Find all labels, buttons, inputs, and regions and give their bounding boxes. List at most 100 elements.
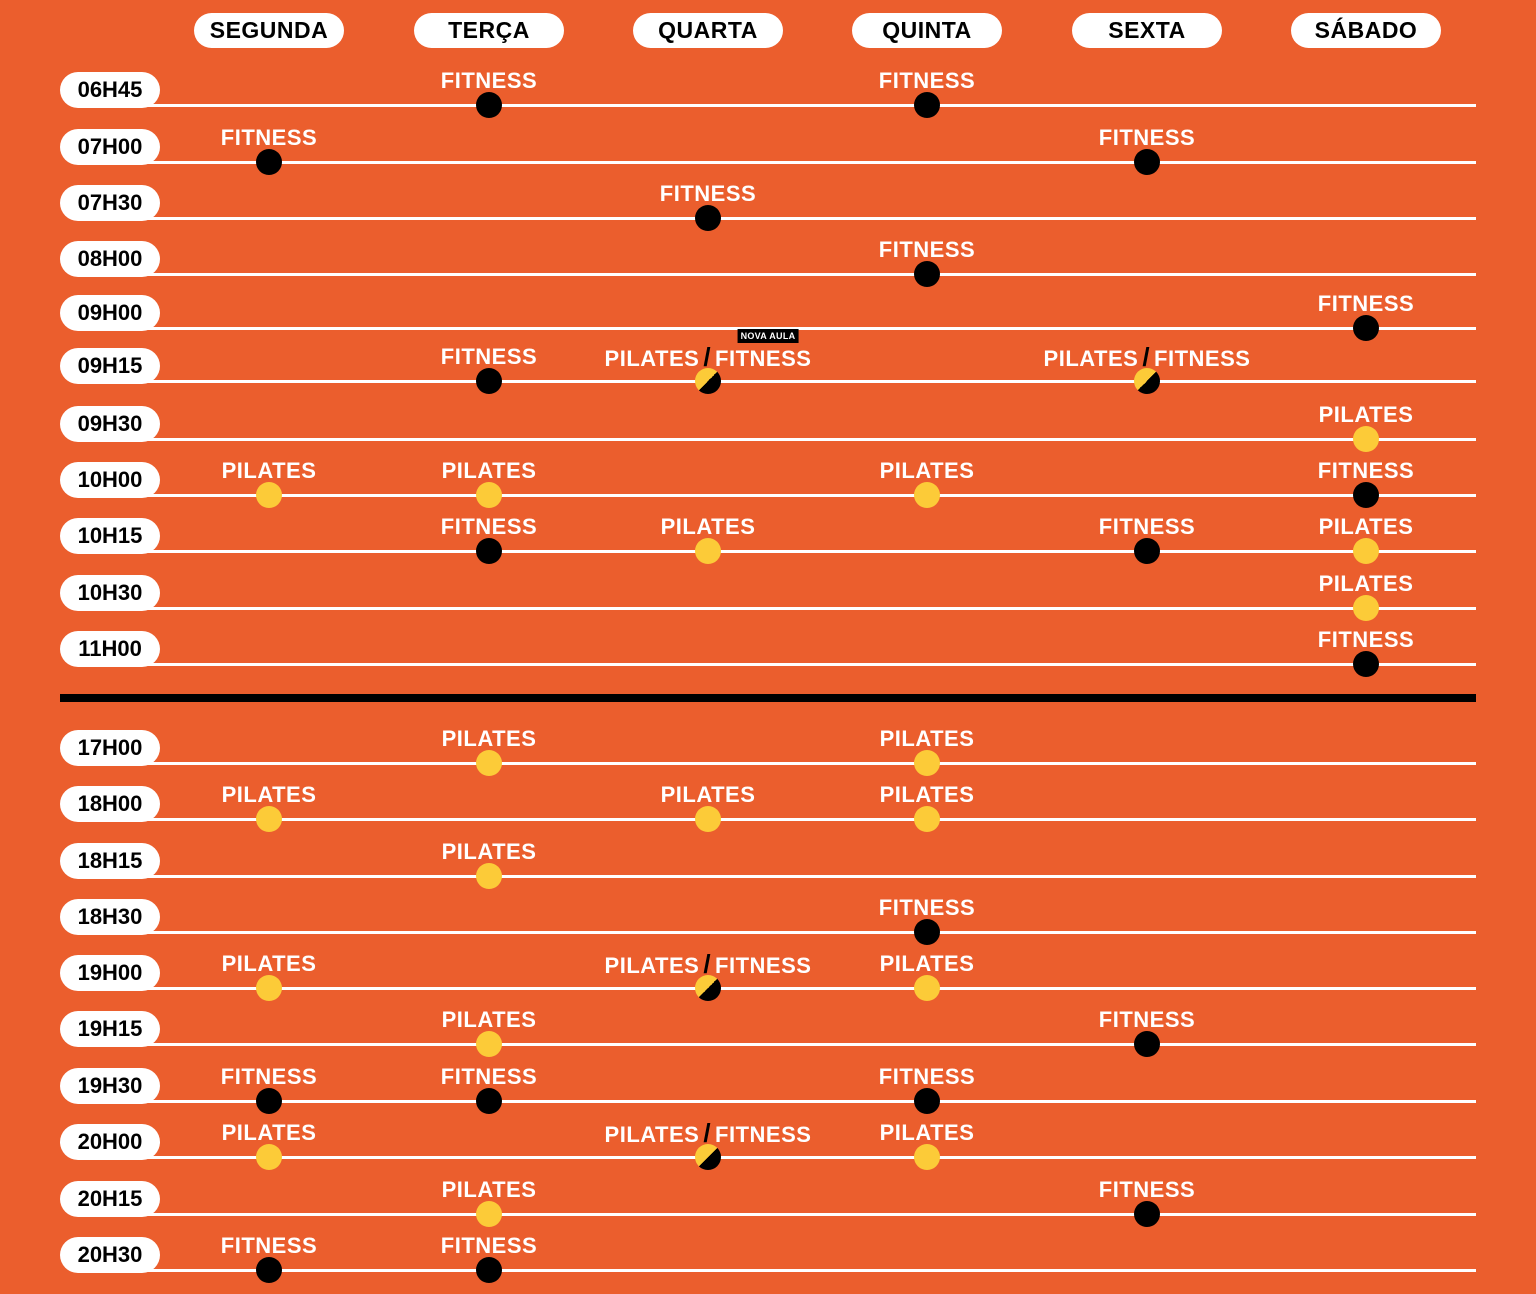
class-label: PILATES bbox=[880, 952, 975, 976]
pilates-class-dot[interactable] bbox=[914, 806, 940, 832]
day-header: SEGUNDA bbox=[194, 13, 344, 48]
class-label: FITNESS bbox=[441, 69, 537, 93]
pilates-class-dot[interactable] bbox=[1353, 538, 1379, 564]
fitness-class-dot[interactable] bbox=[695, 205, 721, 231]
class-label: FITNESS bbox=[1099, 1008, 1195, 1032]
class-name: PILATES bbox=[879, 726, 975, 751]
class-label: FITNESS bbox=[1318, 459, 1414, 483]
class-name: FITNESS bbox=[1098, 514, 1196, 539]
timeline-row-line bbox=[120, 931, 1476, 934]
pilates-class-dot[interactable] bbox=[914, 482, 940, 508]
class-name: FITNESS bbox=[1098, 1177, 1196, 1202]
fitness-class-dot[interactable] bbox=[476, 92, 502, 118]
class-name: PILATES bbox=[1318, 402, 1414, 427]
class-label: PILATES / FITNESS bbox=[1044, 344, 1251, 371]
class-name: PILATES bbox=[879, 782, 975, 807]
fitness-class-dot[interactable] bbox=[914, 261, 940, 287]
class-name: PILATES bbox=[441, 458, 537, 483]
slash-separator: / bbox=[703, 342, 712, 372]
time-slot-label: 19H00 bbox=[60, 955, 160, 991]
class-name: FITNESS bbox=[440, 68, 538, 93]
class-name: PILATES bbox=[604, 1122, 700, 1147]
pilates-class-dot[interactable] bbox=[914, 1144, 940, 1170]
fitness-class-dot[interactable] bbox=[476, 1257, 502, 1283]
class-name: FITNESS bbox=[1317, 627, 1415, 652]
class-name: PILATES bbox=[221, 951, 317, 976]
class-label: PILATES bbox=[222, 952, 317, 976]
pilates-class-dot[interactable] bbox=[476, 482, 502, 508]
fitness-class-dot[interactable] bbox=[256, 1257, 282, 1283]
pilates-class-dot[interactable] bbox=[1353, 595, 1379, 621]
pilates-class-dot[interactable] bbox=[256, 975, 282, 1001]
time-slot-label: 11H00 bbox=[60, 631, 160, 667]
pilates-class-dot[interactable] bbox=[256, 1144, 282, 1170]
fitness-class-dot[interactable] bbox=[1134, 1201, 1160, 1227]
fitness-class-dot[interactable] bbox=[914, 919, 940, 945]
fitness-class-dot[interactable] bbox=[914, 92, 940, 118]
time-slot-label: 10H30 bbox=[60, 575, 160, 611]
timeline-row-line bbox=[120, 327, 1476, 330]
pilates-class-dot[interactable] bbox=[695, 806, 721, 832]
fitness-class-dot[interactable] bbox=[1353, 482, 1379, 508]
fitness-class-dot[interactable] bbox=[1353, 315, 1379, 341]
pilates-class-dot[interactable] bbox=[476, 1031, 502, 1057]
fitness-class-dot[interactable] bbox=[1134, 1031, 1160, 1057]
day-header: SEXTA bbox=[1072, 13, 1222, 48]
pilates-class-dot[interactable] bbox=[1353, 426, 1379, 452]
class-label: FITNESS bbox=[1318, 628, 1414, 652]
class-name: PILATES bbox=[441, 839, 537, 864]
pilates-class-dot[interactable] bbox=[476, 750, 502, 776]
timeline-row-line bbox=[120, 273, 1476, 276]
class-label: FITNESS bbox=[441, 1234, 537, 1258]
class-label: FITNESS bbox=[660, 182, 756, 206]
class-label: PILATES bbox=[442, 459, 537, 483]
timeline-row-line bbox=[120, 818, 1476, 821]
fitness-class-dot[interactable] bbox=[1134, 538, 1160, 564]
fitness-class-dot[interactable] bbox=[256, 1088, 282, 1114]
both-class-dot[interactable] bbox=[695, 368, 721, 394]
both-class-dot[interactable] bbox=[1134, 368, 1160, 394]
class-label: PILATES bbox=[1319, 572, 1414, 596]
class-label: FITNESS bbox=[1099, 515, 1195, 539]
class-name: PILATES bbox=[221, 458, 317, 483]
both-class-dot[interactable] bbox=[695, 1144, 721, 1170]
class-label: PILATES bbox=[880, 1121, 975, 1145]
pilates-class-dot[interactable] bbox=[476, 863, 502, 889]
timeline-row-line bbox=[120, 1100, 1476, 1103]
class-name: FITNESS bbox=[1098, 1007, 1196, 1032]
pilates-class-dot[interactable] bbox=[256, 482, 282, 508]
slash-separator: / bbox=[703, 949, 712, 979]
time-slot-label: 09H15 bbox=[60, 348, 160, 384]
class-name: PILATES bbox=[879, 951, 975, 976]
fitness-class-dot[interactable] bbox=[1353, 651, 1379, 677]
class-label: PILATES / FITNESS bbox=[605, 342, 812, 372]
class-label: FITNESS bbox=[879, 238, 975, 262]
class-label: FITNESS bbox=[441, 1065, 537, 1089]
timeline-row-line bbox=[120, 1269, 1476, 1272]
class-name: FITNESS bbox=[878, 68, 976, 93]
day-header: SÁBADO bbox=[1291, 13, 1441, 48]
both-class-dot[interactable] bbox=[695, 975, 721, 1001]
fitness-class-dot[interactable] bbox=[476, 368, 502, 394]
class-name: FITNESS bbox=[878, 237, 976, 262]
class-name: FITNESS bbox=[878, 895, 976, 920]
fitness-class-dot[interactable] bbox=[476, 1088, 502, 1114]
fitness-class-dot[interactable] bbox=[476, 538, 502, 564]
class-name: PILATES bbox=[441, 726, 537, 751]
fitness-class-dot[interactable] bbox=[914, 1088, 940, 1114]
pilates-class-dot[interactable] bbox=[256, 806, 282, 832]
fitness-class-dot[interactable] bbox=[1134, 149, 1160, 175]
pilates-class-dot[interactable] bbox=[476, 1201, 502, 1227]
fitness-class-dot[interactable] bbox=[256, 149, 282, 175]
time-slot-label: 19H15 bbox=[60, 1011, 160, 1047]
pilates-class-dot[interactable] bbox=[914, 975, 940, 1001]
class-label: FITNESS bbox=[221, 1234, 317, 1258]
class-name: PILATES bbox=[1318, 571, 1414, 596]
pilates-class-dot[interactable] bbox=[914, 750, 940, 776]
class-label: FITNESS bbox=[1099, 1178, 1195, 1202]
class-name-secondary: FITNESS bbox=[715, 1122, 812, 1147]
pilates-class-dot[interactable] bbox=[695, 538, 721, 564]
class-label: PILATES bbox=[880, 783, 975, 807]
class-label: FITNESS bbox=[1318, 292, 1414, 316]
